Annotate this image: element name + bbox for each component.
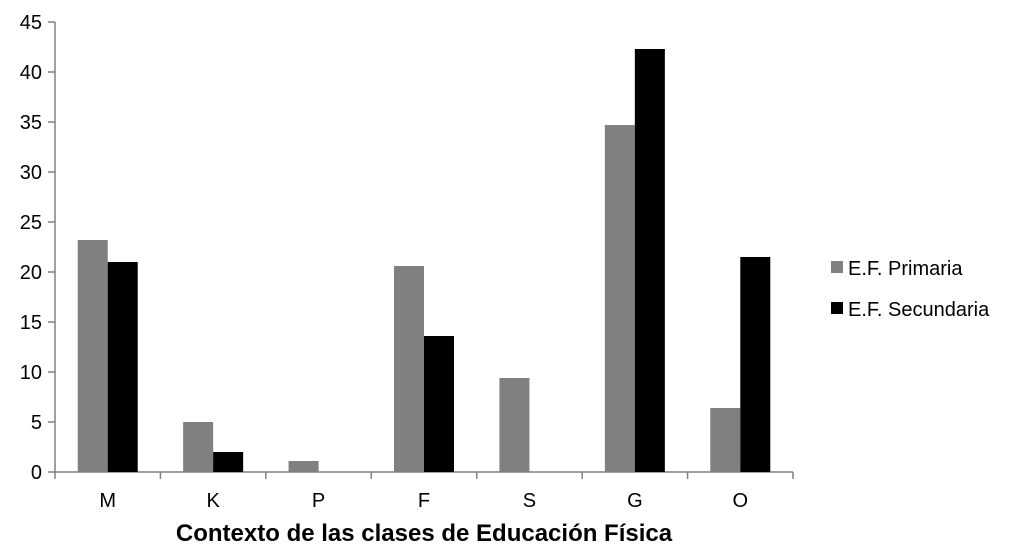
x-axis-title: Contexto de las clases de Educación Físi…	[176, 520, 673, 547]
y-tick-label: 40	[20, 62, 42, 84]
bar-e-f-primaria-p	[288, 461, 319, 472]
legend-label: E.F. Primaria	[848, 258, 963, 280]
y-tick-label: 25	[20, 212, 42, 234]
y-tick-label: 10	[20, 362, 42, 384]
y-tick-label: 15	[20, 312, 42, 334]
x-tick-label: P	[312, 490, 325, 512]
bars	[77, 49, 771, 472]
y-tick-label: 20	[20, 262, 42, 284]
legend-label: E.F. Secundaria	[848, 299, 990, 321]
x-tick-label: M	[99, 490, 116, 512]
y-tick-labels: 0 5 10 15 20 25 30 35 40 45	[20, 12, 42, 484]
bar-e-f-primaria-m	[77, 240, 108, 472]
y-tick-label: 45	[20, 12, 42, 34]
y-tick-label: 0	[31, 462, 42, 484]
x-axis	[54, 471, 794, 479]
legend-swatch	[831, 261, 843, 273]
x-tick-label: S	[523, 490, 536, 512]
bar-e-f-primaria-o	[710, 408, 741, 472]
y-tick-label: 30	[20, 162, 42, 184]
bar-e-f-primaria-s	[499, 378, 530, 472]
x-tick-label: G	[627, 490, 643, 512]
bar-e-f-primaria-g	[604, 125, 635, 472]
x-tick-label: F	[418, 490, 430, 512]
bar-e-f-secundaria-m	[107, 262, 138, 472]
legend: E.F. Primaria E.F. Secundaria	[831, 258, 990, 321]
y-tick-label: 5	[31, 412, 42, 434]
bar-e-f-secundaria-o	[740, 257, 771, 472]
x-tick-label: O	[733, 490, 749, 512]
y-tick-label: 35	[20, 112, 42, 134]
bar-e-f-secundaria-g	[634, 49, 665, 472]
bar-e-f-primaria-k	[183, 422, 214, 472]
bar-e-f-primaria-f	[394, 266, 424, 472]
x-tick-label: K	[206, 490, 220, 512]
bar-e-f-secundaria-k	[213, 452, 244, 472]
bar-e-f-secundaria-f	[424, 336, 454, 472]
y-axis	[48, 21, 56, 473]
legend-swatch	[831, 302, 843, 314]
